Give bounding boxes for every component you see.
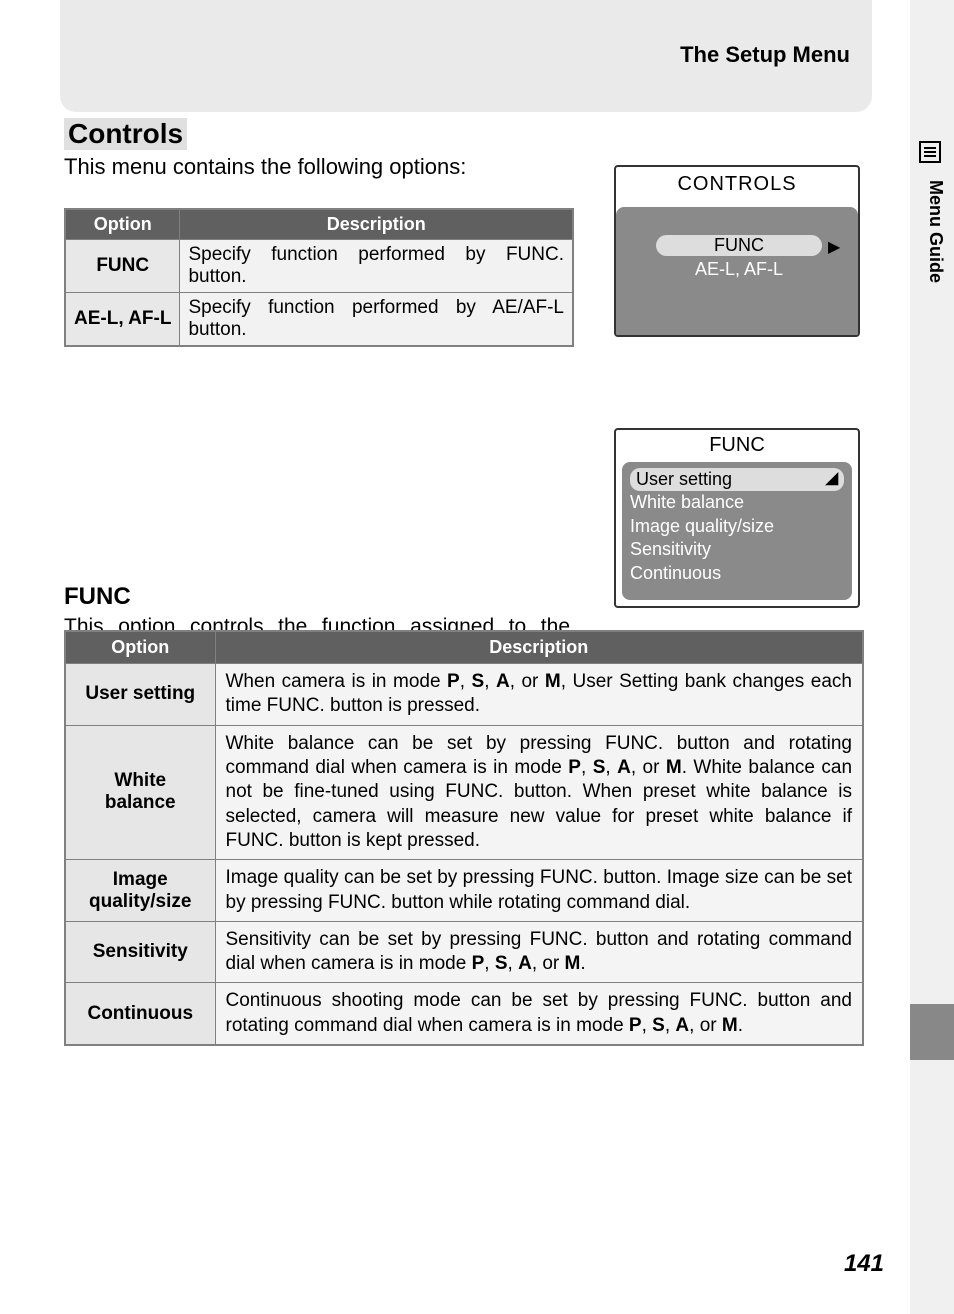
lcd2-item-selected: User setting ◢	[630, 468, 844, 491]
table1-header-description: Description	[180, 209, 573, 240]
side-thumb-marker	[910, 1004, 954, 1060]
func-lcd-body: User setting ◢ White balance Image quali…	[622, 462, 852, 600]
table2-desc-3: Sensitivity can be set by pressing FUNC.…	[215, 921, 863, 983]
table1-header-option: Option	[65, 209, 180, 240]
table2-desc-4: Continuous shooting mode can be set by p…	[215, 983, 863, 1045]
table2-opt-4: Continuous	[65, 983, 215, 1045]
func-lcd: FUNC User setting ◢ White balance Image …	[614, 428, 860, 608]
func-options-table: Option Description User setting When cam…	[64, 630, 864, 1046]
lcd2-item-4: Continuous	[630, 562, 844, 585]
controls-lcd: CONTROLS FUNC ▶ AE-L, AF-L	[614, 165, 860, 337]
table2-opt-0: User setting	[65, 664, 215, 726]
controls-options-table: Option Description FUNC Specify function…	[64, 208, 574, 347]
table-row: User setting When camera is in mode P, S…	[65, 664, 863, 726]
controls-lcd-title: CONTROLS	[616, 167, 858, 196]
right-arrow-icon: ▶	[828, 237, 840, 257]
table2-opt-2: Imagequality/size	[65, 860, 215, 922]
table2-opt-3: Sensitivity	[65, 921, 215, 983]
table2-header-description: Description	[215, 631, 863, 664]
lcd2-item-2: Image quality/size	[630, 515, 844, 538]
lcd1-item-1: AE-L, AF-L	[656, 259, 822, 280]
table-row: AE-L, AF-L Specify function performed by…	[65, 293, 573, 347]
table2-desc-0: When camera is in mode P, S, A, or M, Us…	[215, 664, 863, 726]
table2-header-option: Option	[65, 631, 215, 664]
table1-opt-0: FUNC	[65, 240, 180, 293]
page-number: 141	[844, 1250, 884, 1278]
table2-opt-1: Whitebalance	[65, 725, 215, 860]
table1-desc-1: Specify function performed by AE/AF-L bu…	[180, 293, 573, 347]
controls-lcd-body: FUNC ▶ AE-L, AF-L	[616, 207, 858, 335]
controls-heading: Controls	[64, 118, 187, 150]
side-label: Menu Guide	[925, 180, 946, 283]
table-row: Imagequality/size Image quality can be s…	[65, 860, 863, 922]
table-row: Whitebalance White balance can be set by…	[65, 725, 863, 860]
table2-desc-2: Image quality can be set by pressing FUN…	[215, 860, 863, 922]
table-row: Sensitivity Sensitivity can be set by pr…	[65, 921, 863, 983]
lcd2-item-3: Sensitivity	[630, 538, 844, 561]
table1-opt-1: AE-L, AF-L	[65, 293, 180, 347]
lcd2-item-0-label: User setting	[636, 468, 732, 491]
func-lcd-title: FUNC	[616, 430, 858, 457]
table2-desc-1: White balance can be set by pressing FUN…	[215, 725, 863, 860]
setup-title: The Setup Menu	[680, 42, 850, 68]
lcd2-item-1: White balance	[630, 491, 844, 514]
menu-guide-icon	[918, 140, 942, 164]
lcd1-item-selected: FUNC	[656, 235, 822, 256]
table-row: Continuous Continuous shooting mode can …	[65, 983, 863, 1045]
table-row: FUNC Specify function performed by FUNC.…	[65, 240, 573, 293]
return-icon: ◢	[826, 469, 838, 490]
table1-desc-0: Specify function performed by FUNC. butt…	[180, 240, 573, 293]
